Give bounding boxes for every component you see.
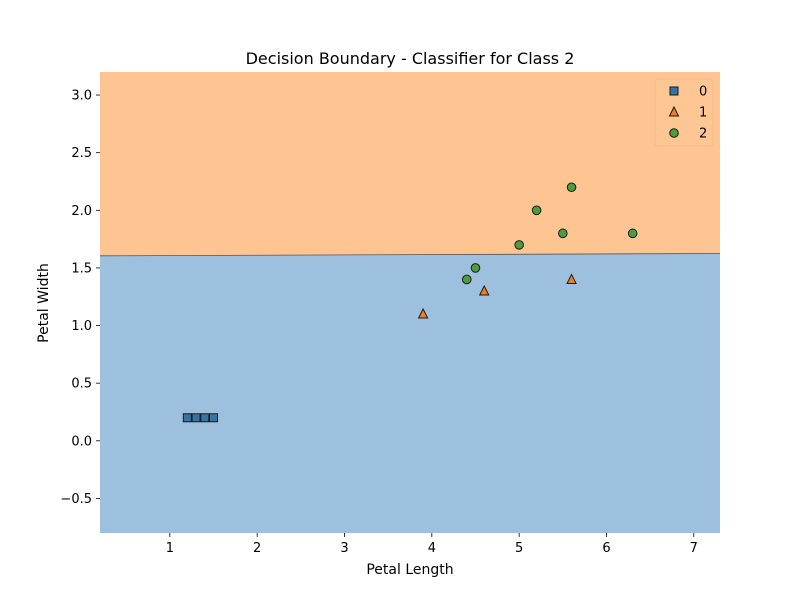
y-tick-label: 1.0 <box>71 319 92 334</box>
x-axis: 1 2 3 4 5 6 7 <box>166 533 698 556</box>
data-point-class-2 <box>531 205 542 216</box>
legend-marker-class-0 <box>669 86 679 96</box>
x-tick-label: 6 <box>602 541 610 556</box>
x-tick-label: 1 <box>166 541 174 556</box>
chart-title: Decision Boundary - Classifier for Class… <box>246 49 575 68</box>
data-point-class-1 <box>478 284 490 296</box>
series-class-2 <box>461 182 638 285</box>
y-tick-label: 0.0 <box>71 434 92 449</box>
data-point-class-0 <box>182 413 192 423</box>
x-tick-label: 2 <box>253 541 261 556</box>
y-tick-label: 2.5 <box>71 146 92 161</box>
decision-region-class-0 <box>100 253 720 534</box>
x-tick-label: 4 <box>428 541 436 556</box>
x-tick-label: 5 <box>515 541 523 556</box>
data-point-class-2 <box>470 263 481 273</box>
legend-box <box>654 78 714 147</box>
data-point-class-1 <box>417 307 429 319</box>
x-tick-label: 7 <box>690 541 698 556</box>
data-point-class-0 <box>200 413 210 423</box>
x-tick-label: 3 <box>340 541 348 556</box>
y-axis: −0.5 0.0 0.5 1.0 1.5 2.0 2.5 3.0 <box>60 89 100 507</box>
series-class-1 <box>417 273 577 319</box>
y-tick-label: −0.5 <box>60 492 92 507</box>
legend-marker-class-2 <box>669 128 679 138</box>
data-point-class-2 <box>514 240 524 250</box>
y-tick-label: 2.0 <box>71 204 92 219</box>
data-point-class-2 <box>461 274 472 285</box>
y-tick-label: 1.5 <box>71 261 92 276</box>
legend-label: 2 <box>699 127 707 142</box>
data-point-class-1 <box>566 273 577 284</box>
decision-region-class-2 <box>100 72 720 256</box>
decision-boundary-line <box>99 253 721 257</box>
legend-label: 0 <box>699 85 707 100</box>
data-point-class-2 <box>627 228 638 239</box>
series-class-0 <box>182 413 219 423</box>
y-axis-label: Petal Width <box>36 263 52 343</box>
legend-label: 1 <box>699 106 707 121</box>
legend: 0 1 2 <box>654 78 714 147</box>
data-point-class-2 <box>558 228 568 239</box>
data-point-class-0 <box>209 413 219 423</box>
plot-area <box>99 72 721 534</box>
y-tick-label: 0.5 <box>71 377 92 392</box>
x-axis-label: Petal Length <box>366 562 453 578</box>
legend-marker-class-1 <box>668 105 680 117</box>
data-point-class-0 <box>191 413 201 423</box>
data-point-class-2 <box>566 182 577 193</box>
y-tick-label: 3.0 <box>71 89 92 104</box>
